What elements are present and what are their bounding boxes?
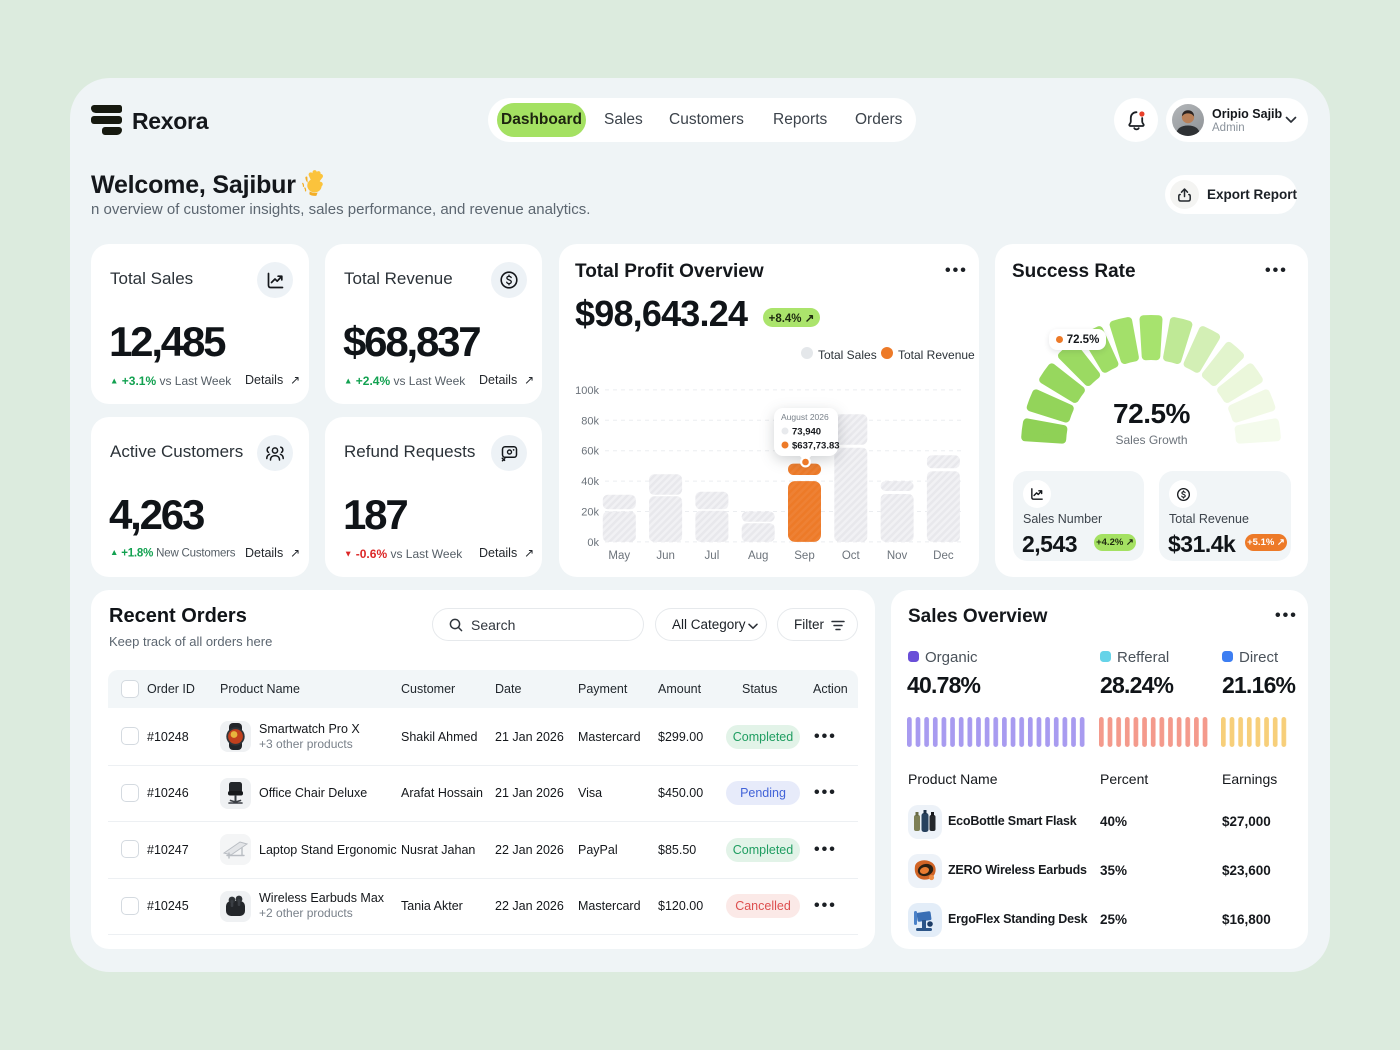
svg-text:Aug: Aug <box>748 550 768 562</box>
svg-text:Jun: Jun <box>656 550 675 562</box>
svg-text:Sep: Sep <box>794 550 814 562</box>
svg-text:20k: 20k <box>581 507 599 519</box>
svg-text:August 2026: August 2026 <box>781 412 829 422</box>
svg-text:$637,73.83: $637,73.83 <box>792 441 840 452</box>
svg-text:May: May <box>608 550 630 562</box>
svg-text:80k: 80k <box>581 415 599 427</box>
svg-text:100k: 100k <box>575 385 599 397</box>
svg-text:Jul: Jul <box>705 550 720 562</box>
svg-text:Oct: Oct <box>842 550 861 562</box>
svg-text:Nov: Nov <box>887 550 908 562</box>
svg-text:Dec: Dec <box>933 550 954 562</box>
svg-text:73,940: 73,940 <box>792 427 821 438</box>
svg-text:40k: 40k <box>581 476 599 488</box>
svg-text:0k: 0k <box>587 537 599 549</box>
svg-text:60k: 60k <box>581 446 599 458</box>
